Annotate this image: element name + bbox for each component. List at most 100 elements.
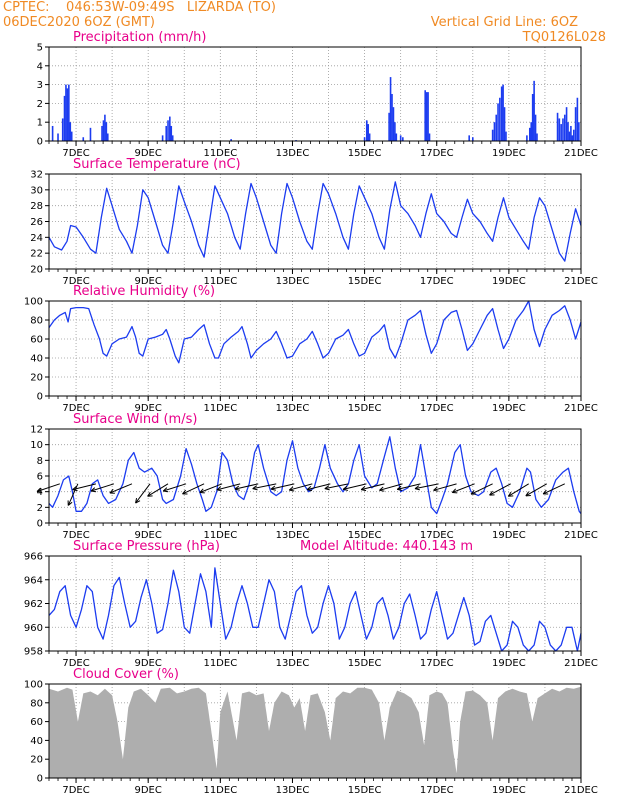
wind-arrow: [162, 483, 187, 493]
wind-arrow-head: [324, 488, 330, 491]
x-tick-label: 21DEC: [564, 148, 598, 159]
wind-arrow-shaft: [306, 483, 331, 491]
precip-bar: [82, 137, 85, 141]
wind-arrow: [109, 483, 133, 494]
x-tick-label: 15DEC: [348, 276, 382, 287]
x-tick-label: 21DEC: [564, 276, 598, 287]
x-tick-label: 15DEC: [348, 148, 382, 159]
wind-arrow-head: [288, 486, 294, 491]
wind-arrow: [451, 483, 475, 494]
x-tick-label: 13DEC: [276, 785, 310, 796]
wind-arrow-shaft: [379, 483, 403, 491]
wind-arrow: [147, 483, 169, 497]
x-tick-label: 9DEC: [134, 658, 161, 669]
wind-arrow: [542, 483, 565, 495]
x-tick-label: 17DEC: [420, 785, 454, 796]
precip-bar: [424, 90, 426, 141]
cloud-panel: Cloud Cover (%) 0 20 40 60 80 100 7DEC 9DEC 11DEC…: [24, 667, 598, 796]
x-tick-label: 13DEC: [276, 148, 310, 159]
panel-frame: [48, 46, 582, 142]
wind-arrow-shaft: [289, 483, 313, 491]
x-tick-label: 9DEC: [134, 785, 161, 796]
y-tick-label: 966: [24, 552, 43, 563]
wind-arrow-head: [414, 485, 420, 490]
wind-arrow-head: [396, 485, 402, 490]
wind-arrow-head: [163, 490, 169, 493]
wind-arrow-head: [252, 485, 257, 490]
precip-bar: [563, 114, 566, 141]
precip-bar: [567, 122, 569, 141]
wind-arrow: [216, 483, 241, 492]
precip-bar: [392, 107, 395, 141]
precip-bar: [51, 125, 54, 141]
wind-arrow-head: [507, 491, 512, 497]
wind-arrow-head: [234, 485, 240, 490]
x-tick-label: 9DEC: [134, 530, 161, 541]
wind-arrow-shaft: [489, 483, 511, 496]
precip-bar: [560, 124, 562, 141]
precip-bar: [568, 131, 571, 141]
y-tick-label: 20: [30, 373, 43, 384]
wind-arrow-head: [270, 485, 276, 490]
wind-arrow: [182, 483, 205, 495]
header-model-code: TQ0126L028: [522, 30, 606, 45]
precip-bar: [471, 137, 474, 141]
precip-bar: [395, 133, 398, 141]
wind-arrow-shaft: [163, 483, 187, 492]
x-tick-label: 13DEC: [276, 658, 310, 669]
rh-panel: Relative Humidity (%) 0 20 40 60 80 100 7DEC 9DE…: [24, 284, 598, 414]
precip-bar: [502, 84, 504, 141]
wind-arrow-head: [36, 487, 41, 492]
precip-bar: [562, 118, 564, 141]
wind-arrow: [396, 483, 421, 491]
x-tick-label: 19DEC: [492, 530, 526, 541]
y-tick-label: 100: [24, 680, 43, 691]
precip-bar: [170, 125, 173, 141]
wind-arrow-head: [470, 489, 475, 495]
wind-arrow-shaft: [90, 483, 115, 492]
x-tick-label: 11DEC: [203, 658, 237, 669]
wind-arrow: [72, 483, 97, 492]
x-tick-label: 21DEC: [564, 785, 598, 796]
wind-arrow-head: [147, 491, 151, 497]
y-tick-label: 40: [30, 354, 43, 365]
x-tick-label: 15DEC: [348, 658, 382, 669]
wind-arrow-head: [361, 489, 367, 492]
y-tick-label: 964: [24, 575, 43, 586]
precip-bar: [572, 129, 575, 141]
x-tick-label: 17DEC: [420, 403, 454, 414]
x-tick-label: 11DEC: [203, 148, 237, 159]
wind-arrow-head: [342, 485, 348, 490]
wind-arrow-shaft: [508, 483, 529, 497]
wind-arrow-head: [199, 488, 204, 493]
precip-bar: [69, 122, 72, 141]
rh-series-line: [48, 300, 582, 364]
y-tick-label: 26: [30, 217, 43, 228]
y-tick-label: 960: [24, 623, 43, 634]
wind-arrow-shaft: [109, 483, 133, 494]
panel-frame: [48, 173, 582, 270]
precip-bar: [230, 139, 232, 141]
y-tick-label: 20: [30, 755, 43, 766]
wind-arrow-shaft: [397, 483, 421, 490]
wind-arrow-shaft: [216, 483, 241, 491]
wind-arrow-shaft: [525, 483, 547, 497]
wind-arrow: [324, 483, 349, 491]
wind-arrow-head: [72, 486, 77, 490]
precip-bar: [497, 103, 499, 141]
precip-bar: [425, 92, 428, 141]
y-tick-label: 2: [37, 99, 43, 110]
wind-arrow-head: [90, 487, 96, 492]
wind-arrow: [470, 483, 493, 495]
x-tick-label: 7DEC: [62, 148, 89, 159]
x-tick-label: 19DEC: [492, 785, 526, 796]
precip-bar: [171, 135, 174, 141]
y-tick-label: 40: [30, 736, 43, 747]
y-tick-label: 0: [37, 137, 43, 148]
wind-arrow-shaft: [72, 483, 97, 491]
precip-bar: [368, 133, 371, 141]
precip-bar: [391, 94, 393, 141]
wind-arrow-head: [451, 488, 457, 493]
precip-bar: [578, 122, 580, 141]
y-tick-label: 6: [37, 472, 43, 483]
